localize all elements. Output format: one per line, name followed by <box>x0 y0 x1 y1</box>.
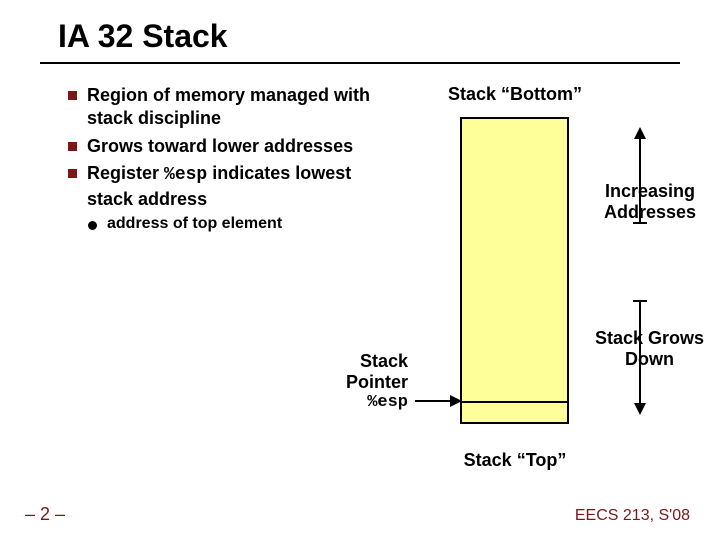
footer-course: EECS 213, S'08 <box>575 507 690 525</box>
list-item: Region of memory managed with stack disc… <box>68 84 378 131</box>
list-item: Grows toward lower addresses <box>68 135 378 158</box>
up-arrow-line <box>639 137 641 223</box>
bullet-list: Region of memory managed with stack disc… <box>68 84 378 233</box>
label-line: Pointer <box>330 372 408 393</box>
bullet-text: Grows toward lower addresses <box>87 135 353 158</box>
bullet-square-icon <box>68 91 77 100</box>
bullet-dot-icon <box>88 221 97 230</box>
label-line: Addresses <box>604 202 696 222</box>
sp-arrow-line <box>415 400 453 402</box>
stack-separator <box>462 401 567 403</box>
bullet-text-part: Register <box>87 163 164 183</box>
up-arrow-tail-tick <box>633 222 647 224</box>
stack-box <box>460 117 569 424</box>
stack-top-label: Stack “Top” <box>450 450 580 471</box>
list-item: Register %esp indicates lowest stack add… <box>68 162 378 211</box>
label-line-mono: %esp <box>330 393 408 412</box>
bullet-text: Region of memory managed with stack disc… <box>87 84 378 131</box>
bullet-text: Register %esp indicates lowest stack add… <box>87 162 378 211</box>
bullet-square-icon <box>68 142 77 151</box>
sub-bullet-text: address of top element <box>107 215 282 233</box>
stack-pointer-label: Stack Pointer %esp <box>330 351 408 412</box>
title-rule <box>40 62 680 64</box>
slide-number: – 2 – <box>25 504 65 525</box>
bullet-text-mono: %esp <box>164 165 207 185</box>
bullet-square-icon <box>68 169 77 178</box>
stack-grows-down-label: Stack Grows Down <box>587 328 712 369</box>
label-line: Stack Grows <box>595 328 704 348</box>
stack-bottom-label: Stack “Bottom” <box>440 84 590 105</box>
down-arrow-head-icon <box>634 403 646 415</box>
down-arrow-line <box>639 300 641 405</box>
sub-list-item: address of top element <box>88 215 378 233</box>
label-line: Increasing <box>605 181 695 201</box>
increasing-addresses-label: Increasing Addresses <box>595 181 705 222</box>
label-line: Down <box>625 349 674 369</box>
page-title: IA 32 Stack <box>58 18 228 55</box>
sp-arrow-head-icon <box>450 395 462 407</box>
label-line: Stack <box>330 351 408 372</box>
